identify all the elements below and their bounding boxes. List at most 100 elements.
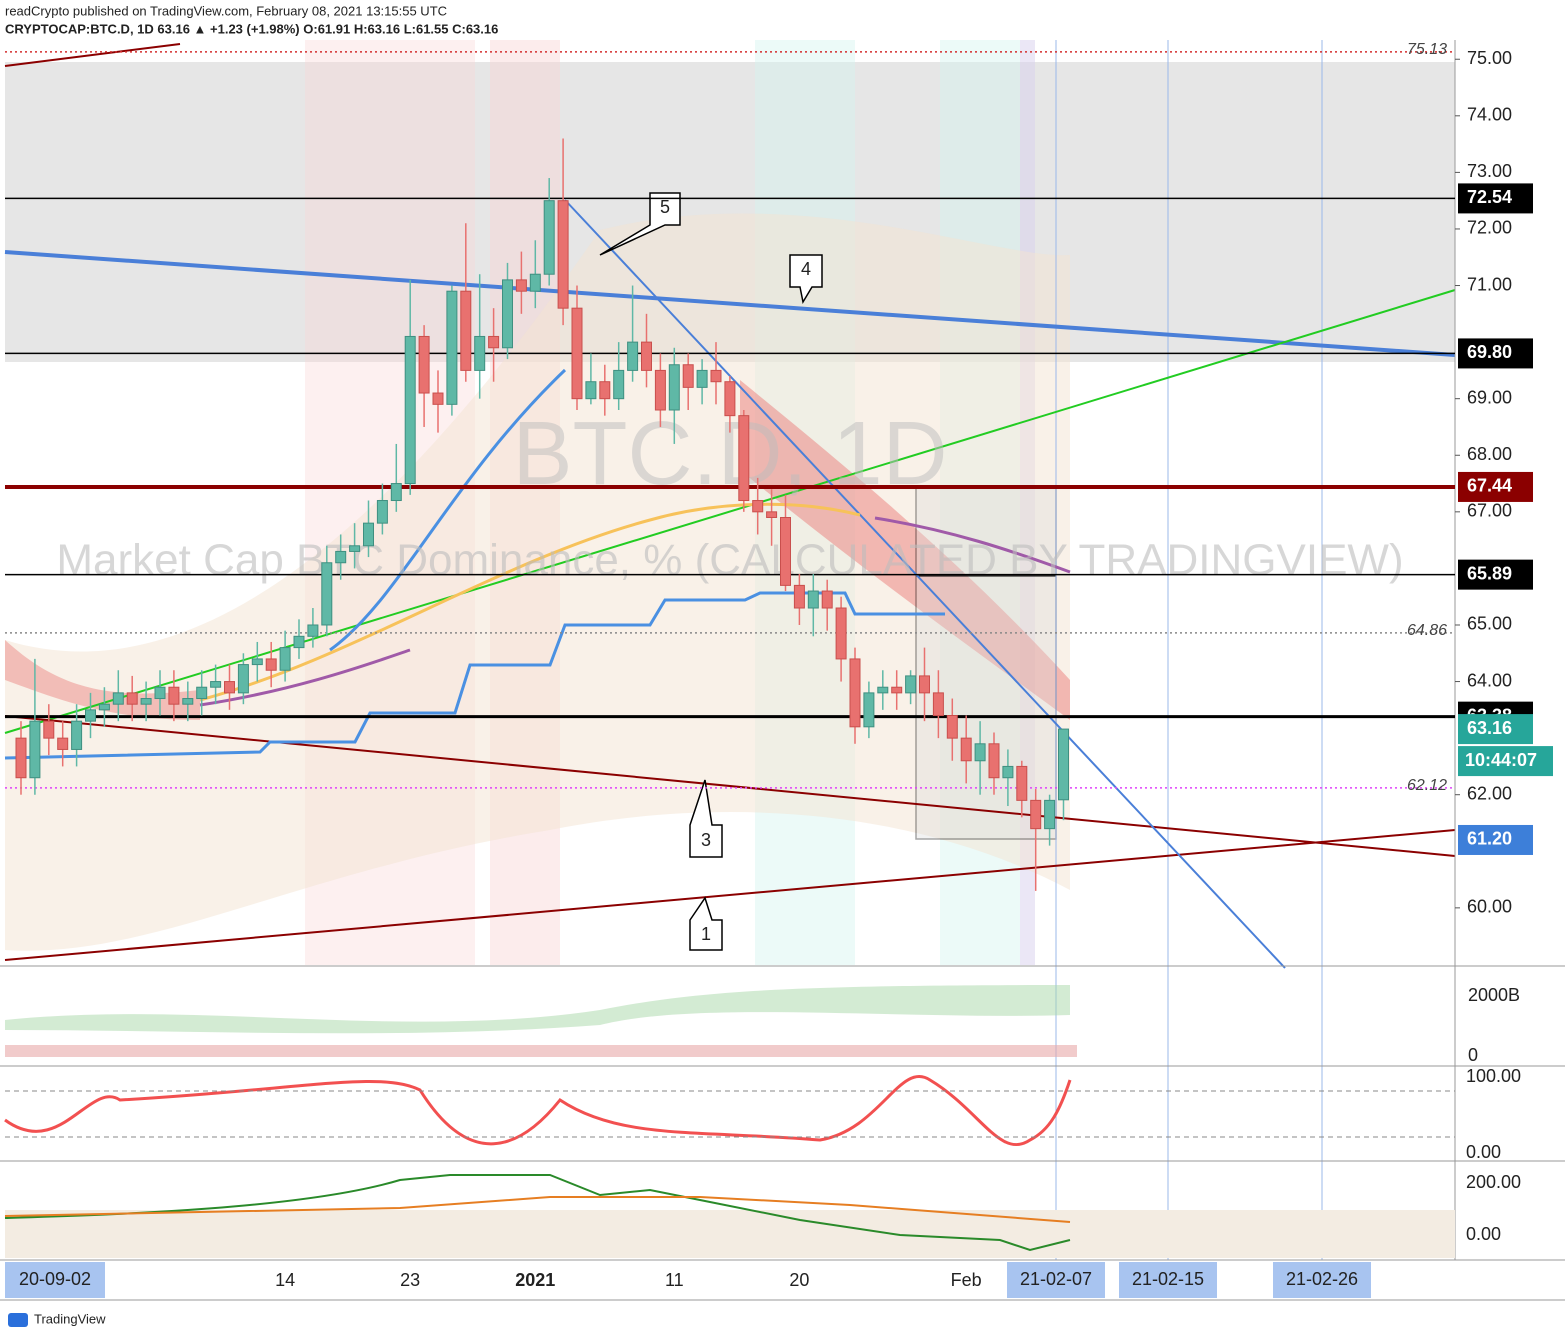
price-line-label: 64.86 xyxy=(1407,622,1447,639)
candle-body xyxy=(363,522,374,547)
panel-tick: 2000B xyxy=(1468,985,1520,1005)
annotation: 1 xyxy=(701,924,711,944)
y-tick-label: 74.00 xyxy=(1467,105,1512,125)
candle-body xyxy=(696,369,708,388)
level-label: 65.89 xyxy=(1467,563,1512,583)
candle-body xyxy=(71,720,83,750)
y-tick-label: 73.00 xyxy=(1467,161,1512,181)
candle-body xyxy=(488,335,500,349)
candle-body xyxy=(543,200,555,275)
candle-body xyxy=(279,647,291,671)
level-label: 61.20 xyxy=(1467,829,1512,849)
panel-tick: 0.00 xyxy=(1466,1142,1501,1162)
candle-body xyxy=(515,279,527,292)
candle-body xyxy=(168,686,180,705)
y-tick-label: 72.00 xyxy=(1467,218,1512,238)
candle-body xyxy=(654,369,666,411)
date-label: 21-02-26 xyxy=(1286,1269,1358,1289)
candle-body xyxy=(265,658,277,671)
candle-body xyxy=(251,658,263,666)
y-tick-label: 71.00 xyxy=(1467,274,1512,294)
annotation: 5 xyxy=(660,197,670,217)
candle-body xyxy=(793,584,805,609)
price-line-label: 75.13 xyxy=(1407,41,1447,58)
panel-tick: 200.00 xyxy=(1466,1172,1521,1192)
publisher: readCrypto published on TradingView.com,… xyxy=(5,3,447,18)
candle-body xyxy=(307,624,319,637)
candle-body xyxy=(932,692,944,717)
candle-body xyxy=(988,743,1000,779)
candle-body xyxy=(627,341,639,371)
candle-body xyxy=(960,737,972,762)
candle-body xyxy=(126,692,138,705)
macd-band xyxy=(5,1210,1455,1258)
candle-body xyxy=(112,692,124,705)
candle-body xyxy=(780,516,791,586)
countdown-box xyxy=(1458,746,1553,777)
candle-body xyxy=(390,483,402,502)
panel-frames xyxy=(0,40,1565,1301)
candle-body xyxy=(974,743,986,762)
candle-body xyxy=(432,392,444,405)
panel-tick: 0.00 xyxy=(1466,1224,1501,1244)
candle-body xyxy=(1030,799,1042,830)
oscillator xyxy=(4,1075,1072,1147)
countdown: 10:44:07 xyxy=(1465,750,1537,770)
level-box xyxy=(1458,824,1533,855)
candle-body xyxy=(474,335,486,371)
candle-body xyxy=(57,737,69,750)
x-tick-label: 14 xyxy=(275,1270,295,1290)
x-tick-label: 11 xyxy=(665,1270,684,1290)
date-box xyxy=(1273,1262,1371,1298)
candle-body xyxy=(905,675,917,694)
candle-body xyxy=(585,381,597,400)
candle-body xyxy=(293,635,305,649)
volume-strip xyxy=(5,1045,1077,1057)
date-label: 21-02-15 xyxy=(1132,1269,1204,1289)
candle-body xyxy=(1002,765,1014,779)
panel-tick: 0 xyxy=(1468,1045,1478,1065)
symbol-line: CRYPTOCAP:BTC.D, 1D 63.16 ▲ +1.23 (+1.98… xyxy=(5,21,498,36)
candle-body xyxy=(807,590,819,609)
annotation: 3 xyxy=(701,830,711,850)
candle-body xyxy=(724,381,736,417)
candle-body xyxy=(418,335,430,394)
candle-body xyxy=(557,200,569,309)
candle-body xyxy=(863,692,875,728)
candle-body xyxy=(224,681,235,694)
date-box xyxy=(5,1262,105,1298)
candle-body xyxy=(502,279,513,349)
candle-body xyxy=(446,290,458,405)
level-box xyxy=(1458,471,1533,502)
date-label: 20-09-02 xyxy=(19,1269,91,1289)
logo xyxy=(8,1313,28,1327)
candle-body xyxy=(835,607,847,660)
candle-body xyxy=(182,698,194,705)
y-tick-label: 68.00 xyxy=(1467,444,1512,464)
annotation: 4 xyxy=(801,259,811,279)
candle-body xyxy=(196,686,208,700)
x-tick-label: Feb xyxy=(951,1270,982,1290)
brand: TradingView xyxy=(34,1311,106,1326)
date-box xyxy=(1007,1262,1105,1298)
candle-body xyxy=(335,550,347,564)
level-label: 69.80 xyxy=(1467,342,1512,362)
candle-body xyxy=(877,686,889,694)
price-line-label: 62.12 xyxy=(1407,777,1447,794)
candle-body xyxy=(529,273,541,292)
candle-body xyxy=(738,415,750,502)
candle-body xyxy=(43,720,55,739)
x-tick-label: 23 xyxy=(400,1270,420,1290)
candle-body xyxy=(85,709,96,722)
trend-lines xyxy=(4,43,1456,969)
level-label: 63.16 xyxy=(1467,718,1512,738)
watermark-subtitle: Market Cap BTC Dominance, % (CALCULATED … xyxy=(56,536,1403,585)
date-box xyxy=(1119,1262,1217,1298)
candle-body xyxy=(460,290,472,371)
candle-body xyxy=(321,562,333,626)
osc-levels xyxy=(5,1090,1455,1138)
candle-body xyxy=(237,664,249,694)
candle-body xyxy=(571,307,583,400)
y-tick-label: 67.00 xyxy=(1467,501,1512,521)
y-tick-label: 75.00 xyxy=(1467,48,1512,68)
